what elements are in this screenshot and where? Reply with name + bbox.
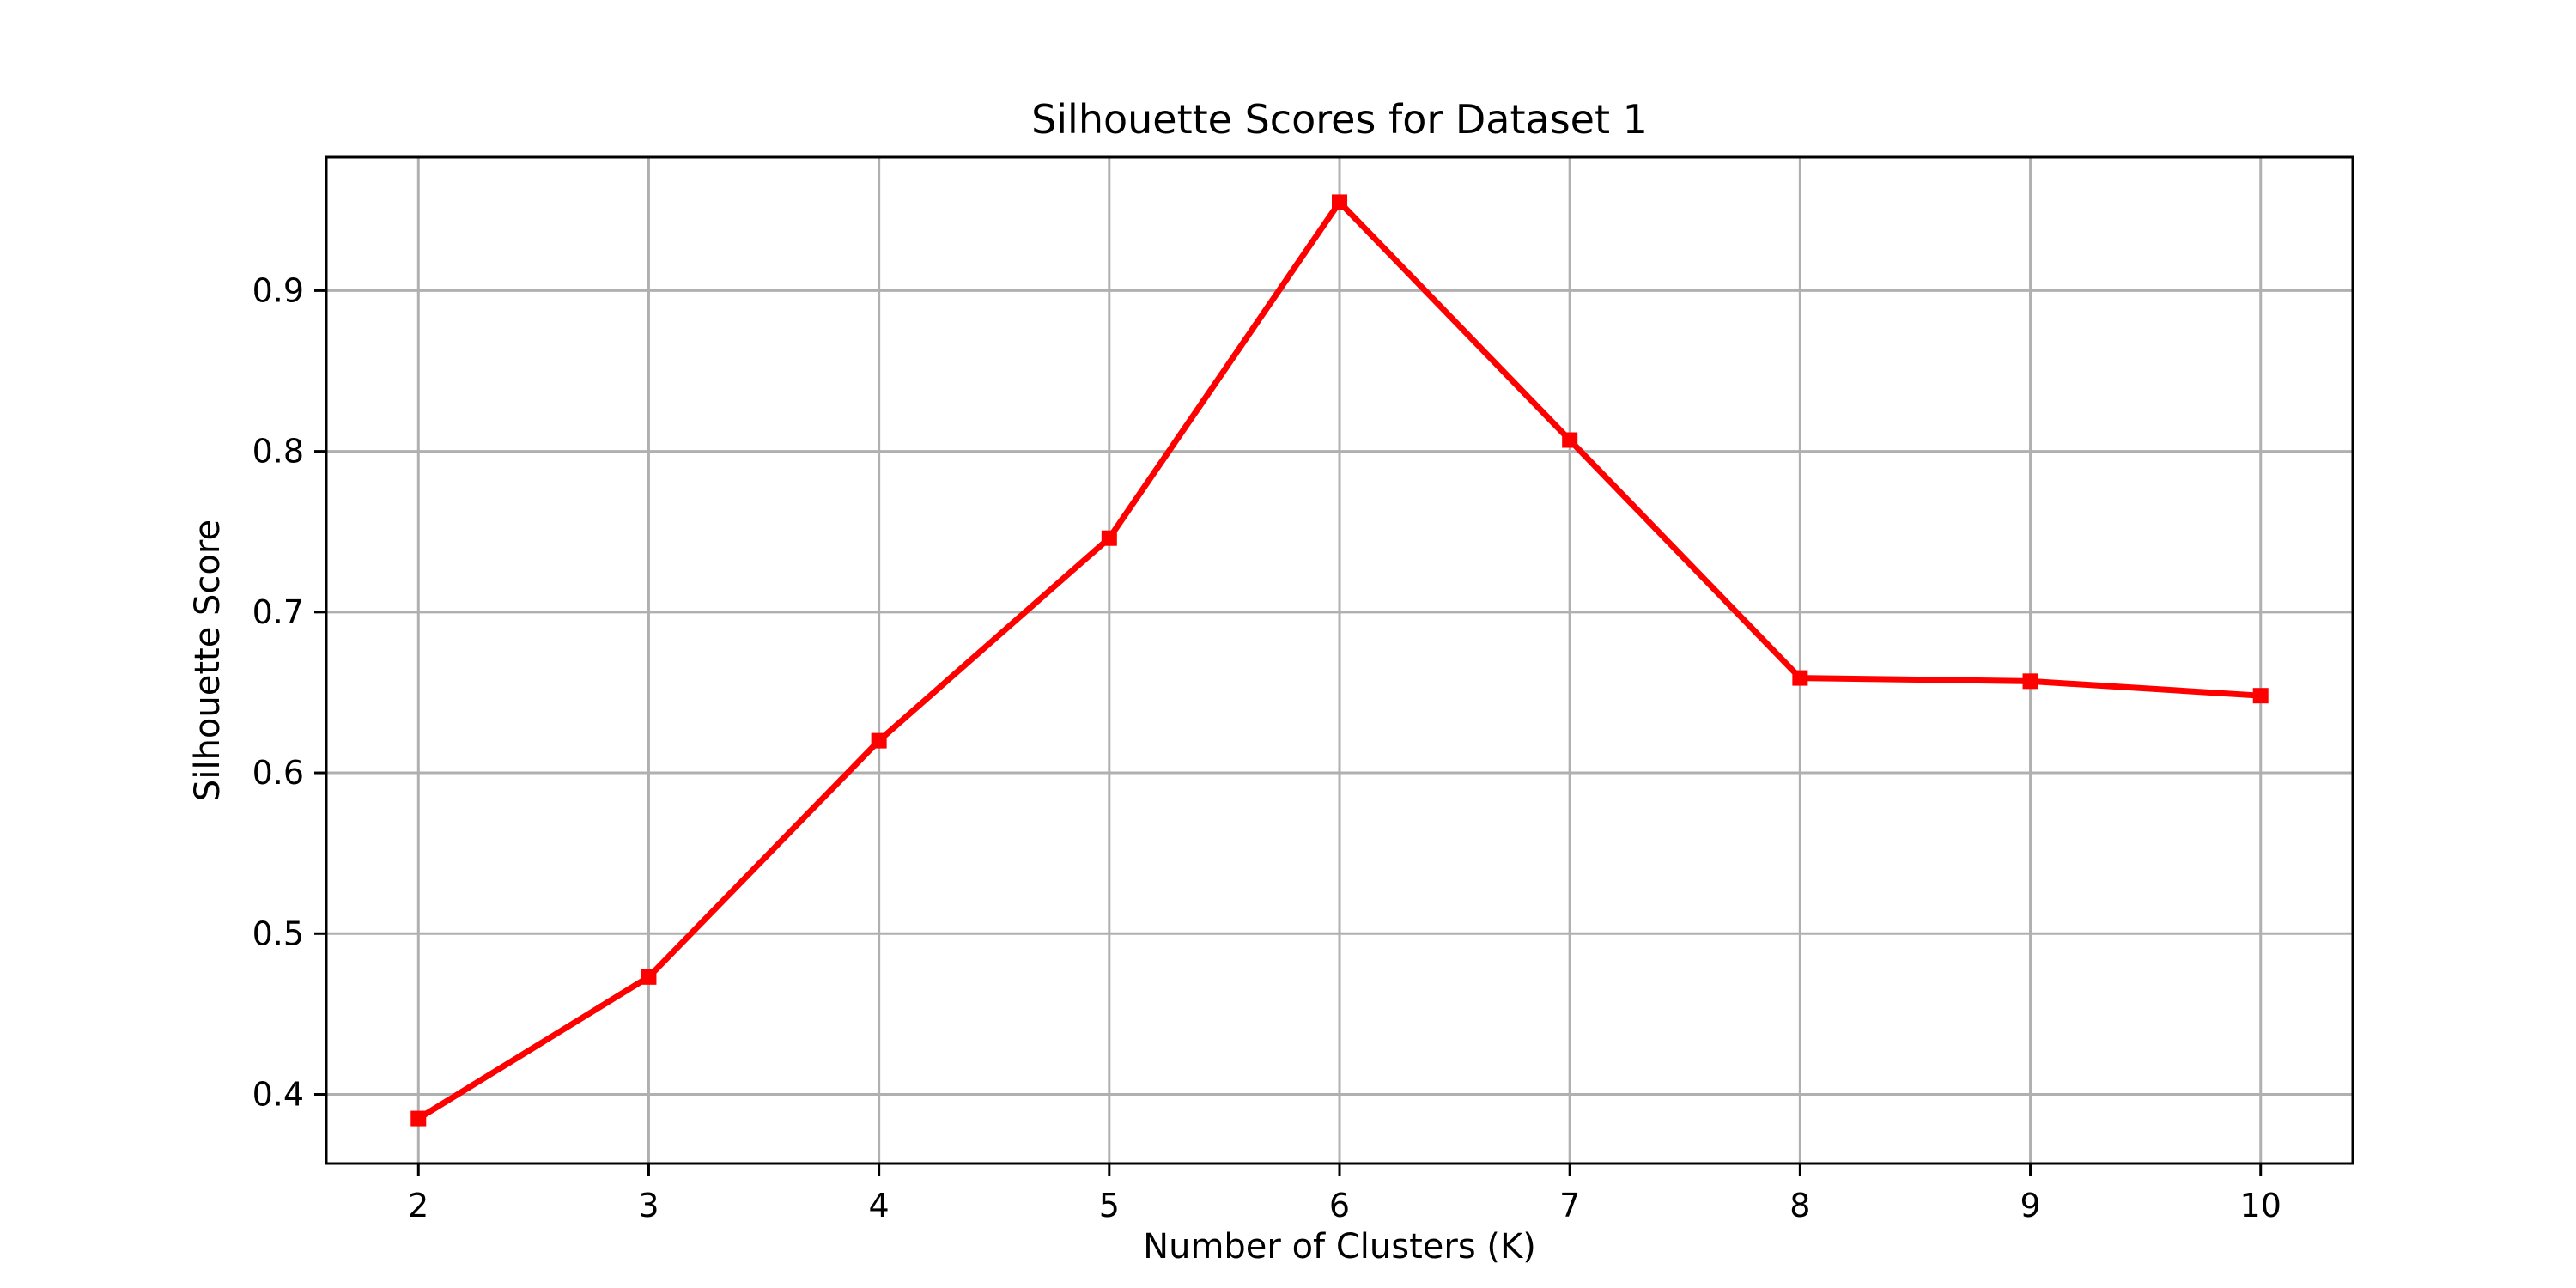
data-point-marker xyxy=(410,1110,427,1127)
x-tick-label: 7 xyxy=(1559,1187,1580,1224)
y-tick-label: 0.7 xyxy=(252,593,304,631)
x-tick-label: 4 xyxy=(869,1187,890,1224)
chart-title: Silhouette Scores for Dataset 1 xyxy=(1031,96,1648,143)
y-tick-label: 0.6 xyxy=(252,754,304,792)
data-point-marker xyxy=(1101,530,1117,546)
series-layer xyxy=(410,194,2269,1127)
x-tick-label: 5 xyxy=(1099,1187,1120,1224)
y-tick-label: 0.4 xyxy=(252,1075,304,1113)
y-tick-label: 0.9 xyxy=(252,271,304,309)
y-tick-label: 0.8 xyxy=(252,433,304,471)
y-tick-label: 0.5 xyxy=(252,914,304,952)
data-point-marker xyxy=(871,732,887,749)
tick-layer: 2 3 4 5 6 7 8 9 10 0.4 0.5 0.6 0.7 0.8 0.9 xyxy=(252,271,2281,1224)
grid-layer xyxy=(326,157,2353,1163)
x-tick-label: 3 xyxy=(638,1187,659,1224)
y-axis-title: Silhouette Score xyxy=(188,519,228,801)
x-tick-label: 10 xyxy=(2240,1187,2281,1224)
data-point-marker xyxy=(2022,673,2038,690)
x-tick-label: 9 xyxy=(2020,1187,2040,1224)
x-tick-label: 2 xyxy=(408,1187,428,1224)
data-point-marker xyxy=(1332,194,1347,210)
x-tick-label: 6 xyxy=(1329,1187,1350,1224)
data-point-marker xyxy=(1562,432,1578,448)
x-tick-label: 8 xyxy=(1789,1187,1810,1224)
data-point-marker xyxy=(2252,688,2269,704)
data-point-marker xyxy=(641,969,657,985)
data-point-marker xyxy=(1792,670,1808,686)
x-axis-title: Number of Clusters (K) xyxy=(1143,1227,1536,1267)
